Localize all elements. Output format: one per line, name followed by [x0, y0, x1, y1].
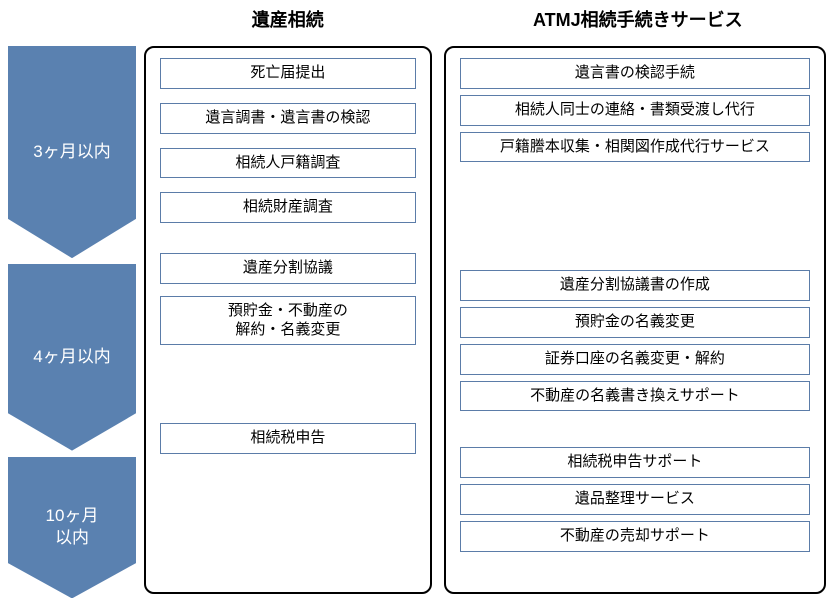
mid-item: 遺産分割協議: [160, 253, 416, 284]
atmj-service-column: 遺言書の検認手続 相続人同士の連絡・書類受渡し代行 戸籍謄本収集・相関図作成代行…: [444, 46, 826, 594]
right-item: 預貯金の名義変更: [460, 307, 810, 338]
timeline-arrow-1: 3ヶ月以内: [8, 46, 136, 258]
mid-item: 相続税申告: [160, 423, 416, 454]
timeline-label-2: 4ヶ月以内: [33, 346, 110, 368]
inheritance-column: 死亡届提出 遺言調書・遺言書の検認 相続人戸籍調査 相続財産調査 遺産分割協議 …: [144, 46, 432, 594]
header-middle: 遺産相続: [140, 6, 436, 32]
mid-item: 遺言調書・遺言書の検認: [160, 103, 416, 134]
mid-item: 相続人戸籍調査: [160, 148, 416, 179]
right-item: 遺産分割協議書の作成: [460, 270, 810, 301]
header-right: ATMJ相続手続きサービス: [436, 6, 840, 32]
right-item: 相続人同士の連絡・書類受渡し代行: [460, 95, 810, 126]
right-section-2: 遺産分割協議書の作成 預貯金の名義変更 証券口座の名義変更・解約 不動産の名義書…: [460, 270, 810, 411]
right-item: 遺品整理サービス: [460, 484, 810, 515]
mid-section-2: 遺産分割協議 預貯金・不動産の 解約・名義変更: [160, 253, 416, 345]
right-section-1: 遺言書の検認手続 相続人同士の連絡・書類受渡し代行 戸籍謄本収集・相関図作成代行…: [460, 58, 810, 162]
right-item: 戸籍謄本収集・相関図作成代行サービス: [460, 132, 810, 163]
timeline-label-1: 3ヶ月以内: [33, 141, 110, 163]
mid-section-3: 相続税申告: [160, 423, 416, 454]
mid-item: 預貯金・不動産の 解約・名義変更: [160, 296, 416, 346]
right-item: 遺言書の検認手続: [460, 58, 810, 89]
timeline-label-3: 10ヶ月 以内: [46, 505, 99, 549]
timeline-arrow-3: 10ヶ月 以内: [8, 457, 136, 598]
right-section-3: 相続税申告サポート 遺品整理サービス 不動産の売却サポート: [460, 447, 810, 551]
right-item: 不動産の売却サポート: [460, 521, 810, 552]
mid-item: 相続財産調査: [160, 192, 416, 223]
mid-section-1: 死亡届提出 遺言調書・遺言書の検認 相続人戸籍調査 相続財産調査: [160, 58, 416, 223]
timeline-column: 3ヶ月以内 4ヶ月以内 10ヶ月 以内: [8, 10, 138, 598]
right-item: 証券口座の名義変更・解約: [460, 344, 810, 375]
main-container: 3ヶ月以内 4ヶ月以内 10ヶ月 以内 死亡届提出 遺言調書・遺言書の検認 相続…: [0, 0, 840, 608]
timeline-arrow-2: 4ヶ月以内: [8, 264, 136, 451]
mid-item: 死亡届提出: [160, 58, 416, 89]
headers-row: 遺産相続 ATMJ相続手続きサービス: [0, 6, 840, 32]
right-item: 相続税申告サポート: [460, 447, 810, 478]
right-item: 不動産の名義書き換えサポート: [460, 381, 810, 412]
